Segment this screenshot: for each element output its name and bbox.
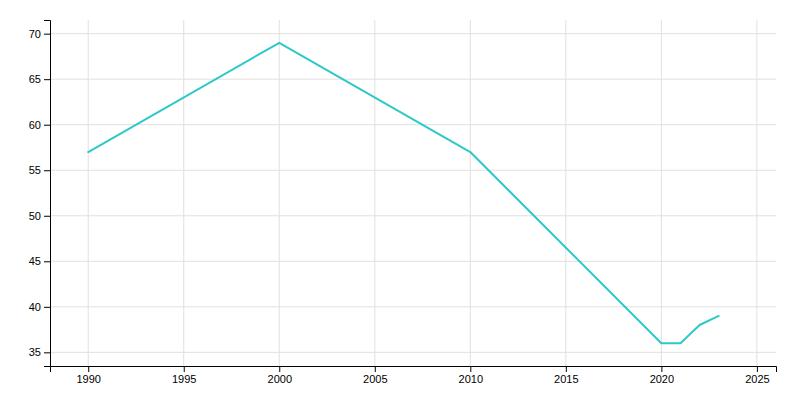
grid-line-y (50, 79, 776, 80)
line (88, 43, 718, 343)
y-tick-label: 35 (29, 346, 41, 358)
y-tick: 55 (29, 164, 50, 176)
y-tick-label: 45 (29, 255, 41, 267)
grid-line-y (50, 261, 776, 262)
y-tick: 50 (29, 210, 50, 222)
y-tick: 60 (29, 119, 50, 131)
y-tick-label: 55 (29, 164, 41, 176)
y-tick: 65 (29, 73, 50, 85)
grid-line-x (183, 20, 184, 366)
x-tick-mark (184, 366, 185, 372)
y-tick-mark (44, 352, 50, 353)
x-tick: 2005 (363, 366, 387, 385)
y-tick-label: 70 (29, 28, 41, 40)
grid-line-x (88, 20, 89, 366)
grid-line-x (565, 20, 566, 366)
grid-line-x (470, 20, 471, 366)
y-axis-line (44, 21, 51, 367)
y-axis: 35 40 45 50 55 60 65 70 (29, 21, 51, 367)
y-tick-mark (44, 125, 50, 126)
grid-line-y (50, 352, 776, 353)
y-tick-label: 60 (29, 119, 41, 131)
x-tick-label: 2005 (363, 373, 387, 385)
y-tick-mark (44, 79, 50, 80)
grid-line-y (50, 33, 776, 34)
x-tick-mark (279, 366, 280, 372)
x-tick-label: 2015 (554, 373, 578, 385)
plot-area (88, 43, 718, 343)
grid-line-x (756, 20, 757, 366)
x-tick-mark (88, 366, 89, 372)
grid-line-x (661, 20, 662, 366)
grid-line-y (50, 170, 776, 171)
x-tick-mark (661, 366, 662, 372)
chart: 1990 1995 2000 2005 2010 2015 2020 2025 35 40 45 50… (0, 0, 800, 400)
x-tick-mark (757, 366, 758, 372)
y-tick: 40 (29, 301, 50, 313)
x-tick: 1995 (172, 366, 196, 385)
y-tick-label: 40 (29, 301, 41, 313)
x-tick: 2020 (650, 366, 674, 385)
y-tick-mark (44, 216, 50, 217)
x-tick-label: 2010 (459, 373, 483, 385)
y-tick: 45 (29, 255, 50, 267)
grid-line-y (50, 306, 776, 307)
grid-line-y (50, 124, 776, 125)
x-tick: 2015 (554, 366, 578, 385)
x-tick-label: 2000 (268, 373, 292, 385)
x-axis: 1990 1995 2000 2005 2010 2015 2020 2025 (51, 366, 777, 385)
x-tick: 1990 (76, 366, 100, 385)
y-tick-mark (44, 307, 50, 308)
grid-line-y (50, 215, 776, 216)
x-tick-mark (375, 366, 376, 372)
grid-line-x (374, 20, 375, 366)
x-tick: 2025 (745, 366, 769, 385)
y-tick: 35 (29, 346, 50, 358)
y-tick-label: 65 (29, 73, 41, 85)
grid (50, 20, 776, 366)
x-tick-label: 1995 (172, 373, 196, 385)
x-tick: 2000 (268, 366, 292, 385)
grid-line-x (279, 20, 280, 366)
y-tick-label: 50 (29, 210, 41, 222)
x-tick-mark (470, 366, 471, 372)
x-tick-label: 1990 (76, 373, 100, 385)
x-tick: 2010 (459, 366, 483, 385)
y-tick: 70 (29, 28, 50, 40)
y-tick-mark (44, 261, 50, 262)
x-tick-label: 2020 (650, 373, 674, 385)
x-tick-label: 2025 (745, 373, 769, 385)
x-tick-mark (566, 366, 567, 372)
y-tick-mark (44, 170, 50, 171)
x-axis-line (51, 367, 777, 373)
y-tick-mark (44, 34, 50, 35)
